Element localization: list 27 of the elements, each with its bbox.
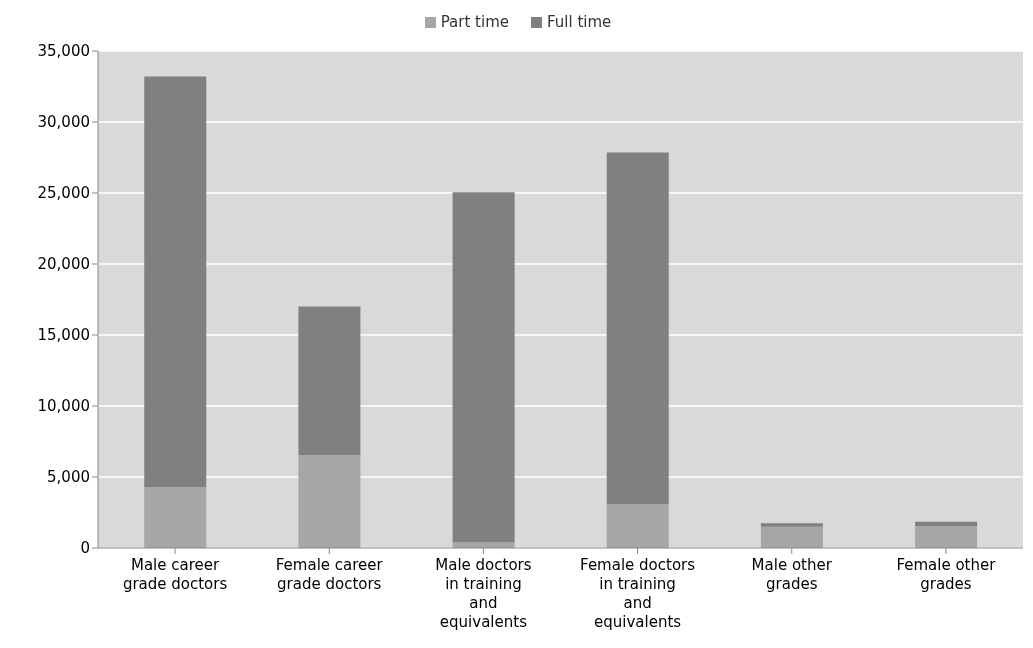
bar	[452, 192, 515, 543]
bar	[144, 76, 207, 487]
y-tick-label: 20,000	[37, 255, 90, 274]
legend-label: Full time	[546, 13, 612, 31]
y-tick-label: 0	[80, 539, 90, 558]
x-tick-label: Male other grades	[751, 556, 833, 593]
bar	[298, 306, 361, 455]
bar	[915, 521, 978, 526]
bar	[606, 503, 669, 548]
y-tick-label: 15,000	[37, 326, 90, 345]
y-tick-label: 25,000	[37, 184, 90, 203]
bar	[298, 454, 361, 548]
x-tick-label: Female doctors in training and equivalents	[580, 556, 696, 631]
bar	[144, 486, 207, 548]
x-tick-label: Female other grades	[896, 556, 997, 593]
bar	[606, 152, 669, 504]
x-tick-label: Male doctors in training and equivalents	[435, 556, 532, 631]
y-tick-label: 10,000	[37, 397, 90, 416]
bar	[915, 525, 978, 548]
bar	[760, 526, 823, 548]
x-tick-label: Female career grade doctors	[275, 556, 384, 593]
x-tick-label: Male career grade doctors	[122, 556, 228, 593]
legend-label: Part time	[439, 13, 509, 31]
bar	[760, 523, 823, 527]
y-tick-label: 35,000	[37, 42, 90, 61]
y-tick-label: 5,000	[47, 468, 90, 487]
y-tick-label: 30,000	[37, 113, 90, 132]
